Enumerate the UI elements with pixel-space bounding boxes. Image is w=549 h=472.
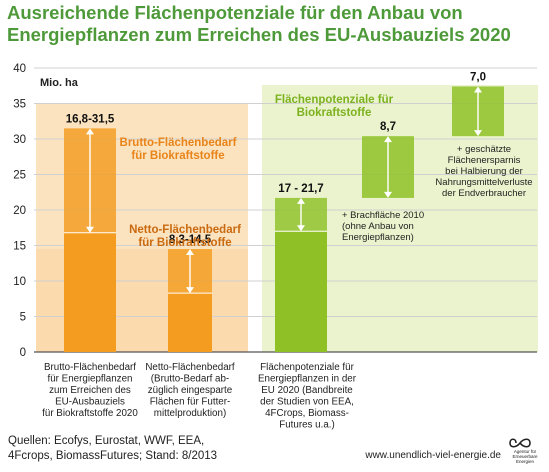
bar-2-arrow-head-bottom [186, 287, 194, 294]
netto-annotation-line-2: für Biokraftstoffe [138, 237, 231, 249]
y-tick-20: 20 [13, 205, 26, 217]
y-tick-25: 25 [13, 170, 26, 182]
netto-annotation-line-1: Netto-Flächenbedarf [129, 224, 241, 236]
step-2-note-line-1: + geschätzte [457, 144, 511, 155]
bar-2-value-label: 8,3-14,5 [169, 234, 212, 246]
bar-1-arrow-head-bottom [86, 226, 94, 233]
category-1-label-line-4: EU-Ausbauziels [55, 397, 125, 408]
category-1-label-line-5: für Biokraftstoffe 2020 [42, 408, 138, 419]
brutto-annotation-line-1: Brutto-Flächenbedarf [120, 137, 237, 149]
bar-1-base [64, 232, 116, 352]
category-2-label-line-4: Flächen für Futter- [150, 397, 231, 408]
category-1-label-line-2: für Energiepflanzen [48, 374, 133, 385]
category-3-label-line-5: 4FCrops, Biomass- [265, 408, 349, 419]
step-1-note-line-2: (ohne Anbau von [342, 221, 414, 232]
step-2-note-line-4: Nahrungsmittelverluste [435, 177, 532, 188]
category-2-label-line-3: züglich eingesparte [148, 385, 233, 396]
category-3-label-line-1: Flächenpotenziale für [260, 362, 354, 373]
step-2-note-line-2: Flächenersparnis [448, 155, 521, 166]
category-3-label-line-2: Energiepflanzen in der [258, 374, 357, 385]
y-tick-10: 10 [13, 276, 26, 288]
y-tick-30: 30 [13, 134, 26, 146]
y-tick-35: 35 [13, 99, 26, 111]
step-1-note-line-3: Energiepflanzen) [342, 232, 414, 243]
step-2-note-line-5: der Endverbraucher [442, 188, 526, 199]
category-1-label-line-3: zum Erreichen des [49, 385, 131, 396]
potential-annotation-line-2: Biokraftstoffe [297, 107, 372, 119]
step-1-arrow-head-bottom [384, 191, 392, 198]
step-1-note-line-1: + Brachfläche 2010 [342, 210, 424, 221]
infinity-logo-icon [509, 438, 531, 448]
sources-line-1: Quellen: Ecofys, Eurostat, WWF, EEA, [8, 435, 205, 447]
bar-2-base [168, 293, 212, 352]
category-2-label-line-2: (Brutto-Bedarf ab- [151, 374, 229, 385]
y-tick-15: 15 [13, 241, 26, 253]
y-tick-40: 40 [13, 63, 26, 75]
bar-3-value-label: 17 - 21,7 [278, 183, 323, 195]
step-1-value-label: 8,7 [380, 121, 396, 133]
y-tick-0: 0 [20, 347, 26, 359]
bar-3-arrow-head-bottom [297, 225, 305, 232]
category-1-label-line-1: Brutto-Flächenbedarf [44, 362, 136, 373]
chart-title: Ausreichende Flächenpotenziale für den A… [7, 2, 547, 46]
potential-annotation-line-1: Flächenpotenziale für [275, 94, 394, 106]
category-3-label-line-3: EU 2020 (Bandbreite [261, 385, 353, 396]
bar-2-arrow-head-top [186, 249, 194, 256]
chart-title-line-1: Ausreichende Flächenpotenziale für den A… [7, 2, 463, 23]
logo-text: Agentur für Erneuerbare Energien [512, 449, 538, 464]
bar-3-arrow-head-top [297, 197, 305, 204]
bar-3-base [275, 231, 327, 352]
category-2-label-line-5: mittelproduktion) [154, 408, 226, 419]
y-axis-label: Mio. ha [40, 77, 79, 89]
sources-footer: Quellen: Ecofys, Eurostat, WWF, EEA, 4Fc… [8, 434, 217, 464]
sources-line-2: 4Fcrops, BiomassFutures; Stand: 8/2013 [8, 450, 218, 462]
category-3-label-line-6: Futures u.a.) [279, 420, 335, 431]
step-2-arrow-head-top [474, 86, 482, 93]
y-tick-5: 5 [20, 312, 26, 324]
step-1-arrow-head-top [384, 136, 392, 143]
bar-1-value-label: 16,8-31,5 [66, 113, 115, 125]
website-url[interactable]: www.unendlich-viel-energie.de [365, 450, 501, 461]
brutto-annotation-line-2: für Biokraftstoffe [131, 150, 224, 162]
step-2-arrow-head-bottom [474, 130, 482, 137]
step-2-value-label: 7,0 [470, 71, 486, 83]
category-2-label-line-1: Netto-Flächenbedarf [145, 362, 235, 373]
agency-logo: Agentur für Erneuerbare Energien [506, 436, 544, 468]
step-2-note-line-3: bei Halbierung der [445, 166, 523, 177]
category-3-label-line-4: der Studien von EEA, [260, 397, 354, 408]
chart-title-line-2: Energiepflanzen zum Erreichen des EU-Aus… [7, 24, 511, 45]
bar-1-arrow-head-top [86, 128, 94, 135]
